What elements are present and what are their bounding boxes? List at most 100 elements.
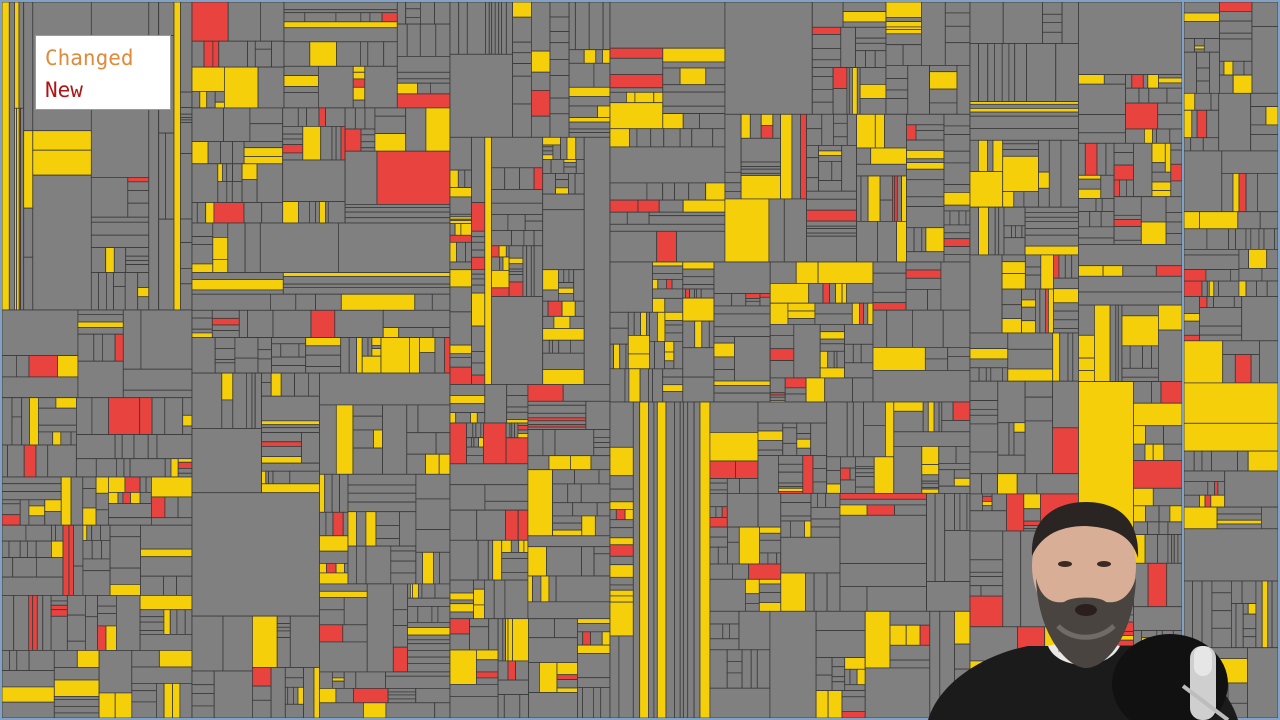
file-tile[interactable] [664, 297, 684, 313]
file-tile[interactable] [125, 247, 150, 257]
file-tile[interactable] [53, 712, 100, 719]
file-tile[interactable] [1038, 139, 1050, 173]
file-tile[interactable] [449, 261, 473, 271]
file-tile[interactable] [283, 75, 319, 87]
file-tile[interactable] [863, 302, 869, 325]
file-tile[interactable] [180, 117, 193, 121]
file-tile[interactable] [558, 293, 575, 302]
file-tile[interactable] [530, 245, 535, 297]
file-tile[interactable] [726, 661, 743, 674]
file-tile[interactable] [1121, 345, 1131, 369]
file-tile[interactable] [512, 1, 532, 18]
file-tile[interactable] [790, 520, 805, 538]
file-tile[interactable] [1078, 244, 1183, 267]
file-tile[interactable] [1001, 318, 1022, 334]
file-tile[interactable] [387, 688, 417, 693]
file-tile[interactable] [1235, 228, 1247, 250]
file-tile[interactable] [778, 482, 804, 487]
file-tile[interactable] [352, 78, 366, 88]
file-tile[interactable] [38, 397, 57, 409]
file-tile[interactable] [249, 123, 284, 143]
file-tile[interactable] [151, 397, 166, 436]
file-tile[interactable] [505, 422, 511, 439]
file-tile[interactable] [555, 179, 569, 189]
file-tile[interactable] [780, 572, 806, 612]
file-tile[interactable] [844, 362, 874, 379]
file-tile[interactable] [28, 515, 46, 526]
file-tile[interactable] [163, 683, 174, 719]
file-tile[interactable] [475, 649, 499, 661]
file-tile[interactable] [665, 401, 675, 719]
file-tile[interactable] [943, 210, 951, 226]
file-tile[interactable] [1053, 254, 1060, 279]
file-tile[interactable] [969, 348, 1009, 360]
file-tile[interactable] [217, 163, 223, 183]
file-tile[interactable] [1247, 647, 1279, 719]
file-tile[interactable] [568, 96, 611, 107]
file-tile[interactable] [542, 193, 585, 211]
file-tile[interactable] [815, 674, 833, 691]
file-tile[interactable] [884, 113, 907, 149]
file-tile[interactable] [826, 483, 841, 494]
file-tile[interactable] [748, 563, 782, 580]
file-tile[interactable] [560, 136, 568, 160]
file-tile[interactable] [1024, 396, 1053, 422]
file-tile[interactable] [969, 103, 1079, 109]
file-tile[interactable] [679, 67, 707, 86]
file-tile[interactable] [50, 595, 68, 602]
file-tile[interactable] [796, 438, 812, 449]
file-tile[interactable] [1113, 152, 1134, 166]
file-tile[interactable] [1219, 38, 1253, 62]
file-tile[interactable] [997, 380, 1026, 424]
file-tile[interactable] [906, 251, 945, 263]
file-tile[interactable] [1183, 150, 1223, 213]
file-tile[interactable] [664, 311, 684, 321]
file-tile[interactable] [191, 279, 284, 291]
file-tile[interactable] [524, 214, 544, 222]
file-tile[interactable] [352, 404, 384, 417]
file-tile[interactable] [1024, 420, 1053, 475]
file-tile[interactable] [1007, 332, 1054, 350]
file-tile[interactable] [906, 168, 945, 181]
file-tile[interactable] [818, 180, 843, 192]
file-tile[interactable] [867, 302, 874, 325]
file-tile[interactable] [283, 9, 398, 14]
file-tile[interactable] [528, 637, 578, 663]
file-tile[interactable] [832, 67, 848, 90]
file-tile[interactable] [726, 672, 743, 689]
file-tile[interactable] [1002, 155, 1039, 193]
file-tile[interactable] [396, 82, 418, 95]
file-tile[interactable] [36, 557, 64, 578]
file-tile[interactable] [1183, 450, 1195, 472]
file-tile[interactable] [609, 527, 634, 539]
file-tile[interactable] [1205, 269, 1231, 282]
file-tile[interactable] [408, 337, 420, 374]
file-tile[interactable] [729, 623, 740, 640]
file-tile[interactable] [1048, 288, 1054, 334]
file-tile[interactable] [664, 324, 684, 334]
file-tile[interactable] [352, 415, 384, 431]
file-tile[interactable] [811, 89, 834, 103]
file-tile[interactable] [896, 220, 907, 263]
file-tile[interactable] [125, 260, 150, 265]
file-tile[interactable] [827, 350, 835, 369]
file-tile[interactable] [1152, 443, 1165, 461]
file-tile[interactable] [76, 650, 100, 668]
file-tile[interactable] [648, 368, 653, 403]
file-tile[interactable] [206, 91, 216, 109]
file-tile[interactable] [1100, 211, 1115, 228]
file-tile[interactable] [921, 445, 940, 465]
file-tile[interactable] [191, 328, 213, 334]
file-tile[interactable] [721, 506, 728, 519]
file-tile[interactable] [1078, 198, 1097, 212]
file-tile[interactable] [969, 108, 1079, 113]
file-tile[interactable] [282, 283, 451, 288]
file-tile[interactable] [497, 660, 509, 681]
file-tile[interactable] [1170, 142, 1183, 151]
file-tile[interactable] [609, 343, 614, 370]
file-tile[interactable] [501, 558, 529, 573]
file-tile[interactable] [553, 315, 571, 329]
file-tile[interactable] [396, 1, 406, 25]
file-tile[interactable] [531, 115, 551, 138]
file-tile[interactable] [568, 1, 576, 51]
